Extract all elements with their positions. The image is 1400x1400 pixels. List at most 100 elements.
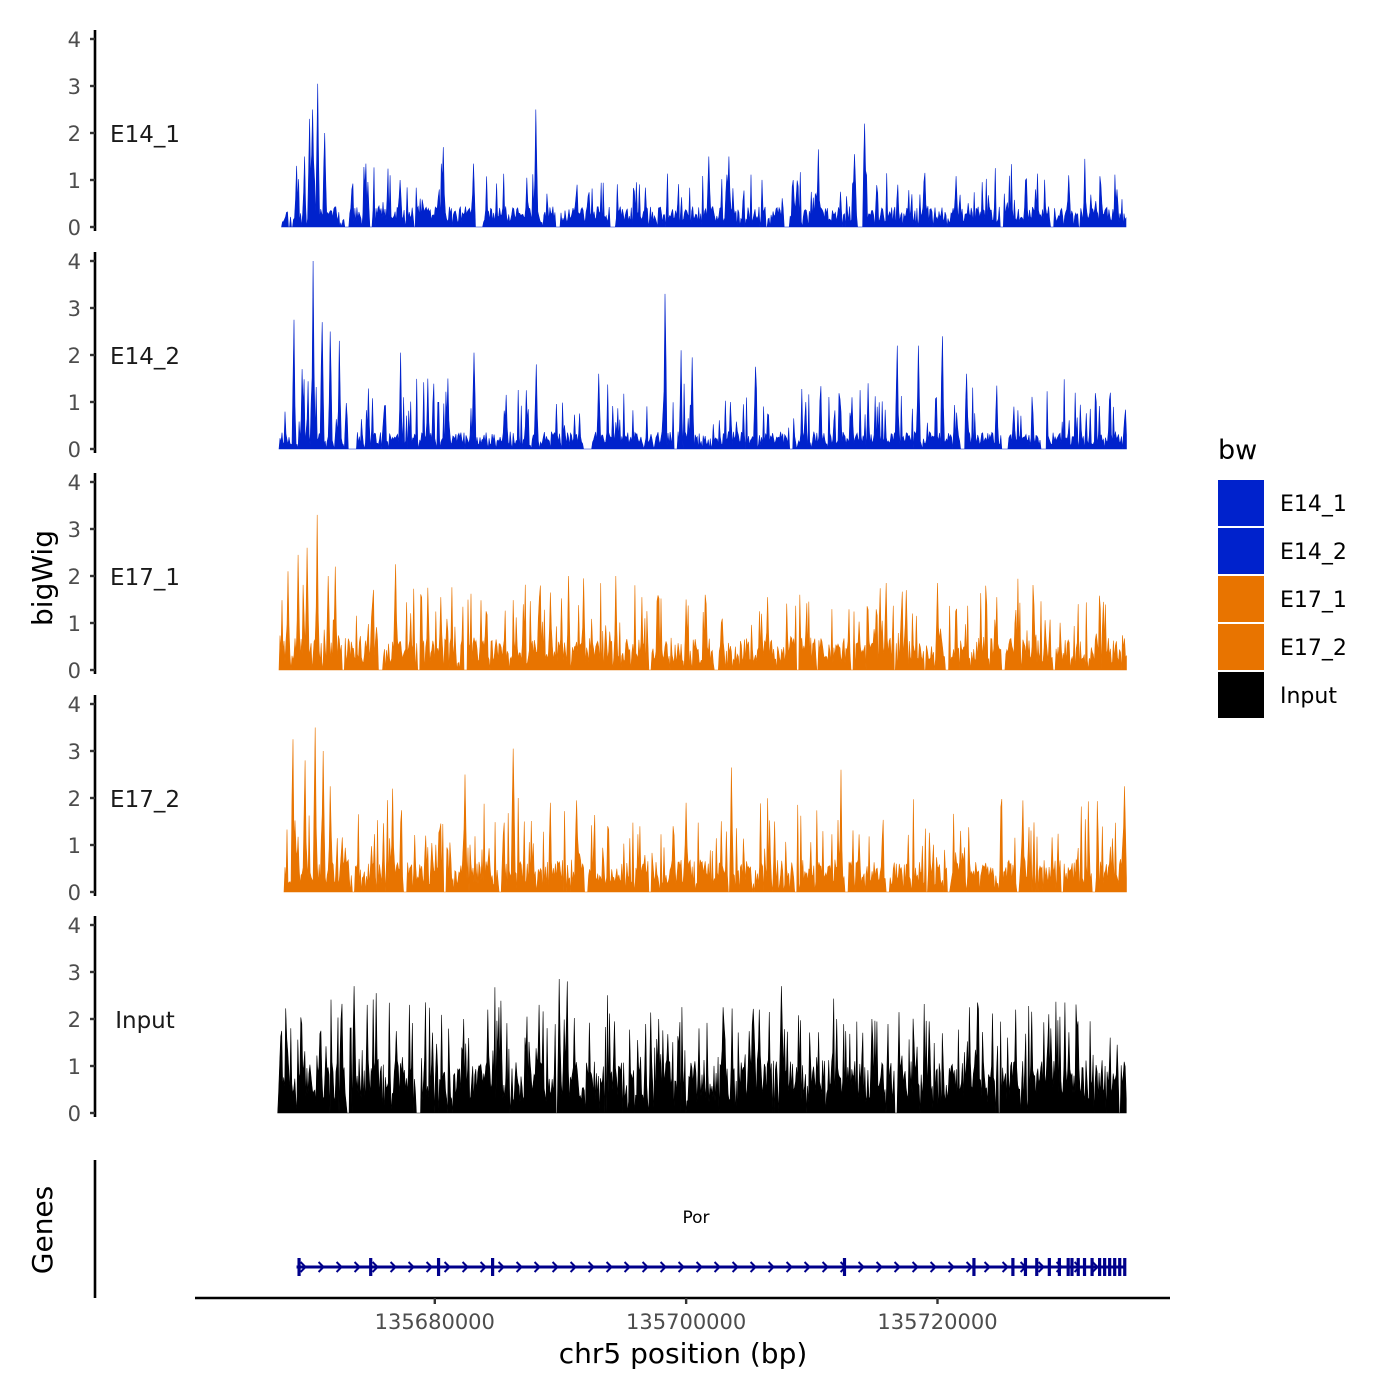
y-tick-label: 1 xyxy=(68,612,81,636)
y-tick-label: 3 xyxy=(68,297,81,321)
track-e17-2: 0 1 2 3 4 E17_2 xyxy=(68,693,1127,905)
y-tick-label: 0 xyxy=(68,216,81,240)
y-tick-label: 2 xyxy=(68,1008,81,1032)
y-tick-label: 3 xyxy=(68,518,81,542)
strand-arrow xyxy=(479,1261,487,1273)
strand-arrow xyxy=(317,1261,325,1273)
strand-arrow xyxy=(515,1261,523,1273)
y-axis-title: bigWig xyxy=(26,530,59,626)
y-tick-label: 2 xyxy=(68,122,81,146)
y-tick-label: 1 xyxy=(68,391,81,415)
strand-arrow xyxy=(425,1261,433,1273)
y-tick-label: 1 xyxy=(68,834,81,858)
legend-label-e14-1: E14_1 xyxy=(1280,492,1347,517)
track-label: E14_2 xyxy=(110,344,180,370)
legend-label-input: Input xyxy=(1280,684,1337,709)
exon-mark xyxy=(1098,1258,1102,1276)
track-e14-1: 0 1 2 3 4 E14_1 xyxy=(68,28,1127,240)
legend-swatch-e14-1 xyxy=(1218,480,1264,526)
strand-arrow xyxy=(965,1261,973,1273)
y-tick-label: 0 xyxy=(68,659,81,683)
y-tick-label: 0 xyxy=(68,1102,81,1126)
legend-swatch-e17-2 xyxy=(1218,624,1264,670)
gene-track: Por xyxy=(93,1160,1127,1298)
strand-arrow xyxy=(497,1261,505,1273)
y-tick-label: 4 xyxy=(68,471,81,495)
strand-arrow xyxy=(389,1261,397,1273)
legend-swatch-e14-2 xyxy=(1218,528,1264,574)
y-tick-label: 1 xyxy=(68,169,81,193)
strand-arrow xyxy=(335,1261,343,1273)
exon-mark xyxy=(1090,1258,1094,1276)
exon-mark xyxy=(1076,1258,1080,1276)
coverage-area-input xyxy=(277,978,1127,1114)
strand-arrow xyxy=(1001,1261,1009,1273)
strand-arrow xyxy=(407,1261,415,1273)
exon-mark xyxy=(1066,1258,1070,1276)
track-label: E14_1 xyxy=(110,122,180,148)
strand-arrow xyxy=(893,1261,901,1273)
exon-mark xyxy=(1023,1258,1028,1276)
exon-mark xyxy=(1103,1258,1107,1276)
legend: bw E14_1 E14_2 E17_1 E17_2 Input xyxy=(1218,435,1347,718)
strand-arrow xyxy=(623,1261,631,1273)
y-tick-label: 4 xyxy=(68,914,81,938)
strand-arrow xyxy=(1037,1261,1045,1273)
strand-arrow xyxy=(947,1261,955,1273)
y-tick-label: 4 xyxy=(68,693,81,717)
coverage-area-e17-2 xyxy=(283,727,1127,893)
y-tick-label: 4 xyxy=(68,28,81,52)
strand-arrow xyxy=(785,1261,793,1273)
y-tick-label: 4 xyxy=(68,250,81,274)
strand-arrow xyxy=(749,1261,757,1273)
strand-arrow xyxy=(677,1261,685,1273)
strand-arrow xyxy=(803,1261,811,1273)
exon-mark xyxy=(1108,1258,1112,1276)
y-tick-label: 1 xyxy=(68,1055,81,1079)
track-label: Input xyxy=(115,1008,175,1034)
exon-mark xyxy=(436,1258,441,1276)
exon-mark xyxy=(1011,1258,1015,1276)
gene-name-label: Por xyxy=(682,1208,709,1228)
coverage-area-e14-2 xyxy=(278,260,1127,450)
legend-label-e17-2: E17_2 xyxy=(1280,636,1347,661)
exon-mark xyxy=(1057,1258,1061,1276)
exon-mark xyxy=(972,1258,976,1276)
strand-arrow xyxy=(911,1261,919,1273)
strand-arrow xyxy=(983,1261,991,1273)
strand-arrow xyxy=(551,1261,559,1273)
exon-mark xyxy=(1047,1258,1051,1276)
strand-arrow xyxy=(659,1261,667,1273)
strand-arrow xyxy=(713,1261,721,1273)
strand-arrow xyxy=(731,1261,739,1273)
track-input: 0 1 2 3 4 Input xyxy=(68,914,1127,1126)
legend-swatch-input xyxy=(1218,672,1264,718)
exon-mark xyxy=(1113,1258,1117,1276)
strand-arrow xyxy=(569,1261,577,1273)
strand-arrow xyxy=(695,1261,703,1273)
exon-mark xyxy=(1123,1258,1127,1276)
legend-title: bw xyxy=(1218,435,1257,466)
genes-axis-title: Genes xyxy=(26,1186,59,1274)
track-label: E17_1 xyxy=(110,565,180,591)
strand-arrow xyxy=(443,1261,451,1273)
y-tick-label: 2 xyxy=(68,787,81,811)
signal-tracks: 0 1 2 3 4 E14_1 0 1 2 3 4 E14_2 0 1 2 3 4 E17_1 0 1 2 3 4 E17_2… xyxy=(68,28,1127,1126)
track-e14-2: 0 1 2 3 4 E14_2 xyxy=(68,250,1127,462)
strand-arrow xyxy=(299,1261,307,1273)
exon-mark xyxy=(1082,1258,1087,1276)
exon-mark xyxy=(297,1258,301,1276)
exon-mark xyxy=(369,1258,373,1276)
exon-mark xyxy=(1118,1258,1122,1276)
y-tick-label: 2 xyxy=(68,565,81,589)
strand-arrow xyxy=(371,1261,379,1273)
strand-arrow xyxy=(767,1261,775,1273)
exon-mark xyxy=(842,1258,847,1276)
y-tick-label: 3 xyxy=(68,75,81,99)
x-axis: 135680000 135700000 135720000 xyxy=(195,1296,1170,1334)
x-tick-label: 135680000 xyxy=(375,1310,495,1334)
x-axis-title: chr5 position (bp) xyxy=(559,1337,808,1370)
x-tick-label: 135720000 xyxy=(877,1310,997,1334)
y-tick-label: 0 xyxy=(68,438,81,462)
strand-arrow xyxy=(461,1261,469,1273)
